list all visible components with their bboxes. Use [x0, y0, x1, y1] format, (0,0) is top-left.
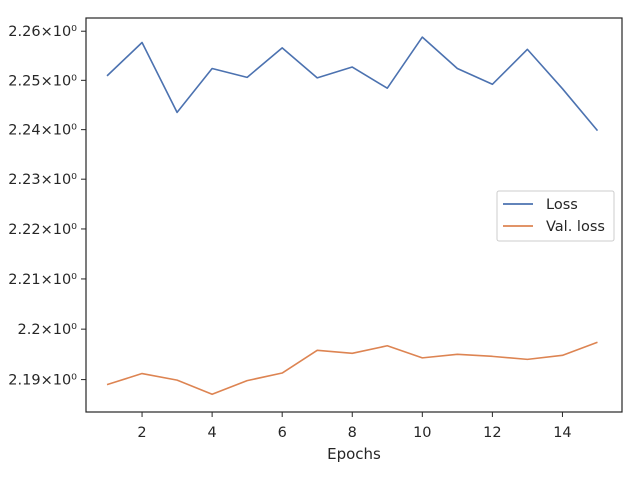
- x-axis-label: Epochs: [327, 445, 381, 463]
- y-tick-label: 2.2×10⁰: [18, 322, 78, 338]
- y-tick-label: 2.23×10⁰: [8, 172, 77, 188]
- series-line-val-loss: [106, 341, 598, 396]
- legend-val-loss-label: Val. loss: [546, 219, 605, 235]
- x-tick-label: 8: [348, 425, 357, 441]
- x-axis-ticks: 2 4 6 8 10 12 14: [137, 412, 572, 441]
- y-tick-label: 2.22×10⁰: [8, 222, 77, 238]
- x-tick-label: 4: [208, 425, 217, 441]
- y-tick-label: 2.25×10⁰: [8, 73, 77, 89]
- x-tick-label: 12: [483, 425, 501, 441]
- y-tick-label: 2.21×10⁰: [8, 272, 77, 288]
- series-lines: [106, 36, 599, 396]
- x-tick-label: 14: [553, 425, 571, 441]
- legend-loss-label: Loss: [546, 197, 578, 213]
- x-tick-label: 10: [413, 425, 431, 441]
- series-line-loss: [106, 36, 599, 132]
- y-axis-ticks: 2.19×10⁰ 2.2×10⁰ 2.21×10⁰ 2.22×10⁰ 2.23×10⁰ 2…: [8, 24, 86, 389]
- y-tick-label: 2.19×10⁰: [8, 373, 77, 389]
- x-tick-label: 6: [278, 425, 287, 441]
- legend: Loss Val. loss: [496, 190, 615, 242]
- x-tick-label: 2: [137, 425, 146, 441]
- y-tick-label: 2.26×10⁰: [8, 24, 77, 40]
- y-tick-label: 2.24×10⁰: [8, 123, 77, 139]
